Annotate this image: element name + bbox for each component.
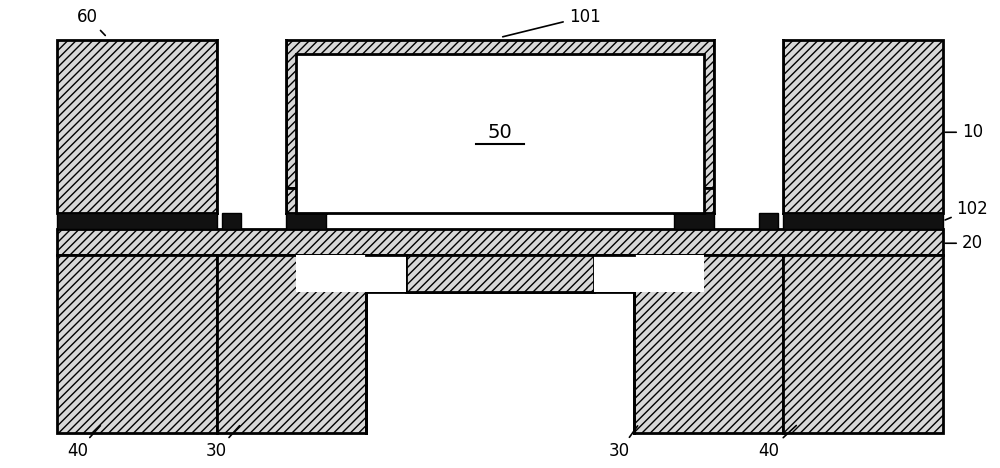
Text: 101: 101 [503, 7, 600, 37]
Bar [714, 40, 783, 213]
Bar [57, 213, 217, 229]
Bar [222, 213, 241, 229]
Bar [217, 40, 286, 213]
Text: 102: 102 [945, 199, 988, 220]
Text: 40: 40 [758, 425, 796, 461]
Bar [217, 255, 366, 433]
Text: 40: 40 [67, 426, 100, 461]
Bar [57, 40, 217, 213]
Bar [296, 54, 704, 213]
Bar [326, 188, 674, 213]
Bar [674, 188, 714, 213]
Bar [57, 229, 943, 255]
Bar [366, 255, 406, 292]
Bar [57, 255, 217, 433]
Text: 10: 10 [945, 123, 983, 141]
Bar [594, 255, 704, 292]
Bar [406, 255, 594, 292]
Bar [674, 213, 714, 229]
Bar [634, 255, 783, 433]
Text: 30: 30 [206, 426, 240, 461]
Text: 50: 50 [488, 123, 512, 142]
Bar [366, 255, 634, 292]
Bar [296, 255, 406, 292]
Bar [759, 213, 778, 229]
Bar [286, 40, 714, 188]
Text: 60: 60 [77, 7, 105, 36]
Bar [783, 40, 943, 213]
Text: 30: 30 [609, 426, 638, 461]
Bar [783, 255, 943, 433]
Bar [594, 255, 634, 292]
Bar [286, 188, 326, 213]
Bar [286, 213, 326, 229]
Bar [783, 213, 943, 229]
Text: 20: 20 [945, 234, 983, 252]
